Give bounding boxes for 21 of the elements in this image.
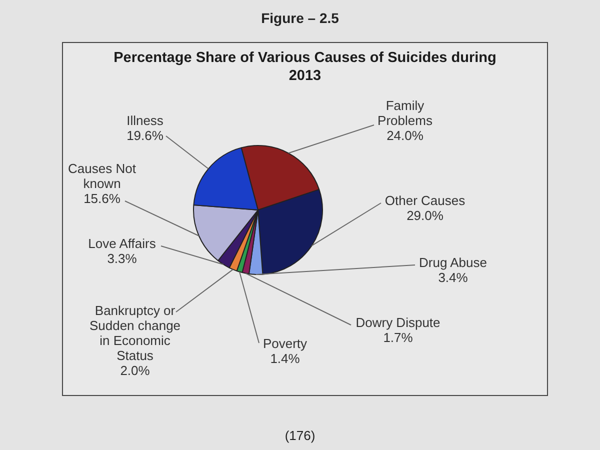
data-label: 2.0% — [120, 363, 150, 378]
data-label: 29.0% — [406, 208, 444, 224]
slice-label: Drug Abuse — [419, 255, 487, 270]
data-label: 19.6% — [126, 128, 164, 144]
data-label: 3.4% — [438, 270, 468, 286]
data-label: 24.0% — [386, 128, 424, 144]
text: Figure – 2.5 — [260, 10, 340, 26]
slice-label: Family Problems — [378, 98, 433, 128]
slice-label: Illness — [126, 113, 164, 128]
slice-label: Causes Not known — [68, 161, 136, 192]
slice-label: Poverty — [262, 336, 308, 352]
chart-title: Percentage Share of Various Causes of Suicides during 2013 — [112, 49, 498, 85]
data-label: 3.3% — [107, 251, 138, 266]
data-label: 15.6% — [84, 191, 121, 206]
slice-label: Love Affairs — [88, 236, 156, 252]
data-label: 1.4% — [270, 351, 300, 366]
slice-label: Other Causes — [384, 193, 466, 208]
text: (176) — [284, 428, 316, 443]
slice-label: Dowry Dispute — [356, 315, 440, 330]
data-label: 1.7% — [383, 330, 414, 346]
slice-label: Bankruptcy or Sudden change in Economic Status — [89, 303, 181, 364]
